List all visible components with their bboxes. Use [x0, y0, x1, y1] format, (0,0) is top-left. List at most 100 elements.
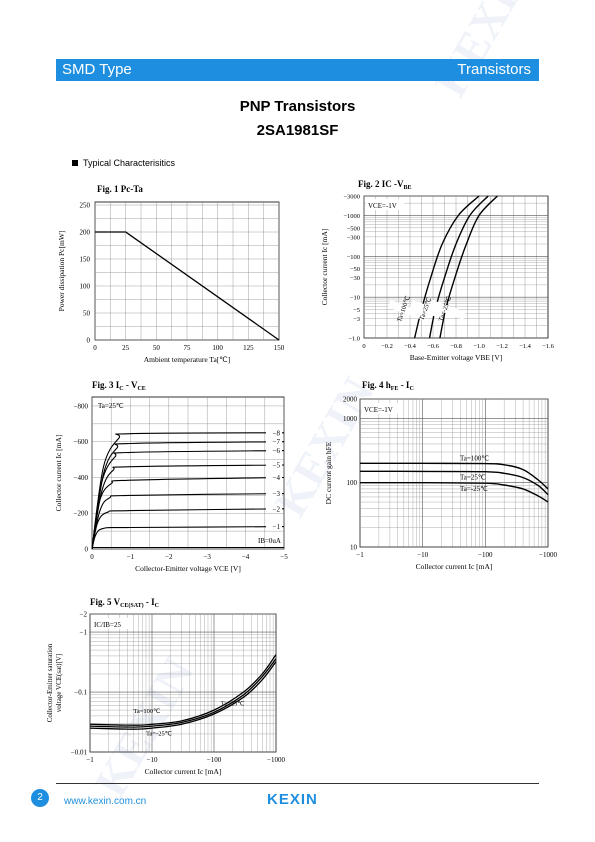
fig3-ytick: 0: [85, 546, 89, 554]
fig3-xtick: −1: [127, 553, 135, 561]
doc-title: PNP Transistors: [239, 98, 356, 115]
chart-fig4: Fig. 4 hFE - IC −1 −10 −100 −1000 10 100 1000 20…: [324, 380, 557, 571]
fig4-ylabel: DC current gain hFE: [324, 441, 333, 504]
fig1-series-line: [95, 231, 280, 341]
fig4-condition: VCE=-1V: [364, 406, 393, 414]
fig2-ytick: −1.0: [348, 336, 360, 343]
fig3-curve-label: −6: [273, 447, 281, 455]
fig5-series-line: [89, 654, 277, 726]
fig5-xtick: −1000: [267, 756, 285, 764]
fig4-title: Fig. 4 hFE - IC: [362, 380, 414, 392]
fig5-title: Fig. 5 VCE(SAT) - IC: [90, 597, 159, 609]
fig4-series-line: [359, 462, 549, 490]
fig1-xtick: 125: [243, 344, 254, 352]
fig3-xtick: −3: [203, 553, 211, 561]
fig2-ytick: −500: [347, 225, 360, 232]
fig5-series-label: Ta=25℃: [221, 700, 246, 707]
fig3-curve-label: −2: [273, 505, 281, 513]
fig3-series-line: [91, 432, 285, 550]
fig1-ytick: 50: [83, 310, 91, 318]
fig1-xtick: 25: [122, 344, 129, 352]
fig5-ylabel-line2: voltage VCE(sat)[V]: [55, 654, 63, 712]
fig3-curve-label-bg: [266, 472, 282, 482]
fig1-xtick: 50: [153, 344, 161, 352]
fig1-xtick: 75: [184, 344, 192, 352]
fig4-series-label: Ta=100℃: [460, 455, 489, 463]
fig2-xtick: −1.6: [542, 343, 555, 350]
fig4-condition-bg: [362, 403, 402, 414]
chart-fig2: Fig. 2 IC -VBE 0 −0.2 −0.4 −0.6 −0.8 −1.0 −1.2 −…: [320, 179, 555, 362]
footer-rule: [56, 783, 539, 784]
fig2-xtick: −1.2: [496, 343, 508, 350]
fig1-title: Fig. 1 Pc-Ta: [97, 184, 143, 194]
fig3-curve-label: −3: [273, 490, 281, 498]
fig4-xlabel: Collector current Ic [mA]: [416, 562, 493, 571]
fig3-series-line: [91, 464, 285, 550]
fig2-xtick: −1.4: [519, 343, 532, 350]
page-number: 2: [31, 789, 49, 807]
fig2-series-label-bg: [388, 299, 425, 320]
fig1-xlabel: Ambient temperature Ta[℃]: [144, 355, 230, 364]
fig3-curve-label-bg: [266, 521, 282, 531]
fig3-curve-label: −5: [273, 461, 281, 469]
fig2-ytick: −1000: [343, 213, 360, 220]
fig5-xtick: −10: [147, 756, 158, 764]
fig1-xtick: 100: [212, 344, 223, 352]
fig3-xtick: 0: [90, 553, 94, 561]
section-label: Typical Characterisitics: [83, 158, 176, 168]
fig2-ytick: −100: [347, 254, 360, 261]
fig1-ytick: 0: [87, 337, 91, 345]
fig1-xtick: 0: [93, 344, 97, 352]
fig4-xtick: −100: [478, 551, 493, 559]
fig4-series-line: [359, 481, 549, 503]
fig1-ytick: 250: [80, 202, 91, 210]
fig2-xtick: −0.4: [404, 343, 417, 350]
fig2-xtick: −0.6: [427, 343, 440, 350]
fig4-series-label: Ta=-25℃: [460, 485, 488, 493]
svg-text:KEXIN: KEXIN: [424, 0, 544, 105]
fig2-series-label-bg: [429, 299, 467, 320]
fig1-ytick: 200: [80, 229, 91, 237]
fig3-series-line: [91, 493, 285, 550]
fig4-ytick: 2000: [343, 396, 358, 404]
fig5-ylabel-line1: Collector-Emitter saturation: [46, 643, 54, 722]
fig2-series-label-bg: [409, 299, 447, 320]
fig3-ytick: −800: [74, 402, 89, 410]
fig3-curve-label-bg: [266, 445, 282, 455]
fig3-xlabel: Collector-Emitter voltage VCE [V]: [135, 564, 241, 573]
fig3-curve-label-bg: [266, 436, 282, 446]
header-banner: SMD Type Transistors: [56, 59, 539, 81]
fig5-ytick: −0.01: [71, 749, 88, 757]
fig5-xtick: −1: [86, 756, 94, 764]
fig1-xtick: 150: [274, 344, 285, 352]
fig5-series-line: [89, 661, 277, 730]
fig5-series-label: Ta=100℃: [133, 708, 161, 715]
fig3-ytick: −200: [74, 510, 89, 518]
fig2-ytick: −3000: [343, 194, 360, 201]
fig3-curve-label-bg: [266, 427, 282, 437]
fig3-curve-label: −7: [273, 438, 281, 446]
fig3-series-line: [91, 526, 285, 550]
fig3-series-line: [91, 441, 285, 550]
fig3-condition: Ta=25℃: [98, 402, 124, 410]
fig5-ytick: −2: [80, 611, 88, 619]
fig2-xtick: −1.0: [473, 343, 485, 350]
fig3-xtick: −2: [165, 553, 173, 561]
fig2-ytick: −5: [353, 307, 360, 314]
fig2-condition-bg: [366, 199, 404, 210]
section-heading: Typical Characterisitics: [72, 158, 175, 168]
fig4-ytick: 10: [350, 544, 358, 552]
fig5-condition-bg: [92, 618, 130, 629]
footer-url[interactable]: www.kexin.com.cn: [64, 796, 147, 807]
part-number: 2SA1981SF: [256, 122, 339, 139]
fig1-ytick: 150: [80, 256, 91, 264]
fig2-ytick: −3: [353, 316, 360, 323]
fig3-curve-label-bg: [266, 488, 282, 498]
fig2-xtick: 0: [362, 343, 365, 350]
fig3-ytick: −600: [74, 438, 89, 446]
fig3-title: Fig. 3 IC - VCE: [92, 380, 146, 392]
fig4-xtick: −1000: [539, 551, 557, 559]
fig2-ytick: −50: [350, 266, 360, 273]
fig3-curve-label: −1: [273, 523, 281, 531]
fig3-ytick: −400: [74, 474, 89, 482]
